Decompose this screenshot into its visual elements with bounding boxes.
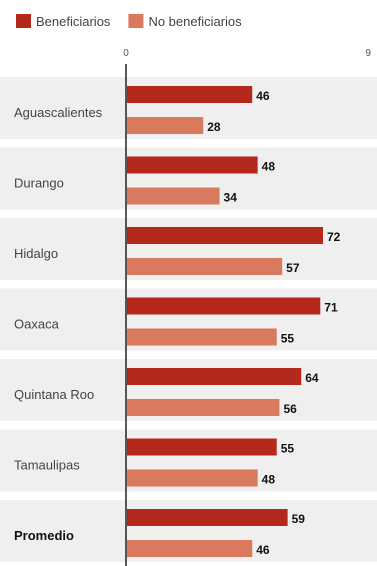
value-label-beneficiarios-aguascalientes: 46 [256, 89, 270, 103]
value-label-beneficiarios-oaxaca: 71 [324, 301, 338, 315]
value-label-no-beneficiarios-durango: 34 [224, 191, 238, 205]
legend: Beneficiarios No beneficiarios [16, 14, 242, 29]
value-label-no-beneficiarios-hidalgo: 57 [286, 261, 300, 275]
category-label-durango: Durango [14, 176, 64, 191]
tick-label-0: 0 [123, 48, 129, 59]
legend-swatch-beneficiarios [16, 14, 31, 28]
bars [127, 86, 323, 557]
bar-no-beneficiarios-durango [127, 187, 220, 205]
bar-beneficiarios-promedio [127, 509, 288, 526]
category-label-oaxaca: Oaxaca [14, 317, 60, 332]
tick-label-9: 9 [365, 48, 371, 59]
bar-beneficiarios-tamaulipas [127, 438, 277, 456]
category-label-promedio: Promedio [14, 528, 74, 543]
bar-no-beneficiarios-tamaulipas [127, 469, 258, 487]
bar-beneficiarios-aguascalientes [127, 86, 253, 103]
legend-label-beneficiarios: Beneficiarios [36, 14, 111, 29]
value-label-no-beneficiarios-oaxaca: 55 [281, 332, 295, 346]
bar-no-beneficiarios-promedio [127, 540, 253, 557]
value-label-no-beneficiarios-quintana-roo: 56 [283, 402, 297, 416]
category-label-tamaulipas: Tamaulipas [14, 458, 80, 473]
value-label-beneficiarios-quintana-roo: 64 [305, 371, 319, 385]
value-label-beneficiarios-hidalgo: 72 [327, 230, 341, 244]
category-label-quintana-roo: Quintana Roo [14, 387, 94, 402]
category-label-aguascalientes: Aguascalientes [14, 105, 103, 120]
bar-beneficiarios-hidalgo [127, 227, 323, 244]
value-label-no-beneficiarios-aguascalientes: 28 [207, 120, 221, 134]
value-label-beneficiarios-tamaulipas: 55 [281, 442, 295, 456]
labels: Aguascalientes 46 28 Durango 48 34 Hidalgo 72 57… [14, 89, 341, 557]
bar-no-beneficiarios-hidalgo [127, 258, 283, 275]
legend-label-no-beneficiarios: No beneficiarios [148, 14, 242, 29]
value-label-beneficiarios-durango: 48 [262, 160, 276, 174]
bar-beneficiarios-oaxaca [127, 297, 321, 315]
bar-beneficiarios-durango [127, 156, 258, 174]
bar-no-beneficiarios-quintana-roo [127, 399, 280, 416]
bar-no-beneficiarios-aguascalientes [127, 117, 204, 134]
legend-swatch-no-beneficiarios [128, 14, 144, 28]
value-label-no-beneficiarios-promedio: 46 [256, 543, 270, 557]
value-label-no-beneficiarios-tamaulipas: 48 [262, 473, 276, 487]
bar-no-beneficiarios-oaxaca [127, 328, 277, 346]
category-label-hidalgo: Hidalgo [14, 246, 58, 261]
value-label-beneficiarios-promedio: 59 [292, 512, 306, 526]
bar-beneficiarios-quintana-roo [127, 368, 302, 385]
